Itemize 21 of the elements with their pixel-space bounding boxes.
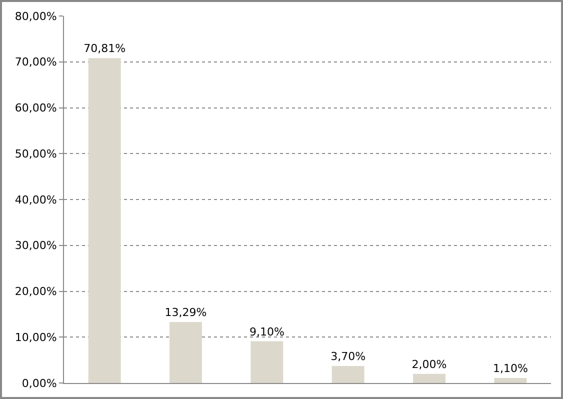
data-label: 9,10% [249,325,284,338]
y-tick-label: 80,00% [14,10,57,23]
data-label: 13,29% [164,306,207,320]
bar [332,366,364,383]
y-tick-label: 0,00% [22,376,57,390]
y-tick-label: 30,00% [14,239,57,252]
bar [250,341,284,383]
y-tick-label: 50,00% [14,147,57,160]
data-label: 1,10% [492,362,528,375]
bar [88,58,121,383]
y-tick-label: 70,00% [14,56,57,69]
bar [413,374,446,383]
y-tick-label: 20,00% [14,285,57,298]
data-label: 70,81% [84,42,126,56]
data-label: 2,00% [412,358,447,371]
bar [170,322,202,383]
y-tick-label: 10,00% [14,330,57,344]
data-label: 3,70% [330,350,366,364]
bar [494,378,527,383]
y-tick-label: 60,00% [14,102,57,115]
y-tick-label: 40,00% [14,193,57,206]
